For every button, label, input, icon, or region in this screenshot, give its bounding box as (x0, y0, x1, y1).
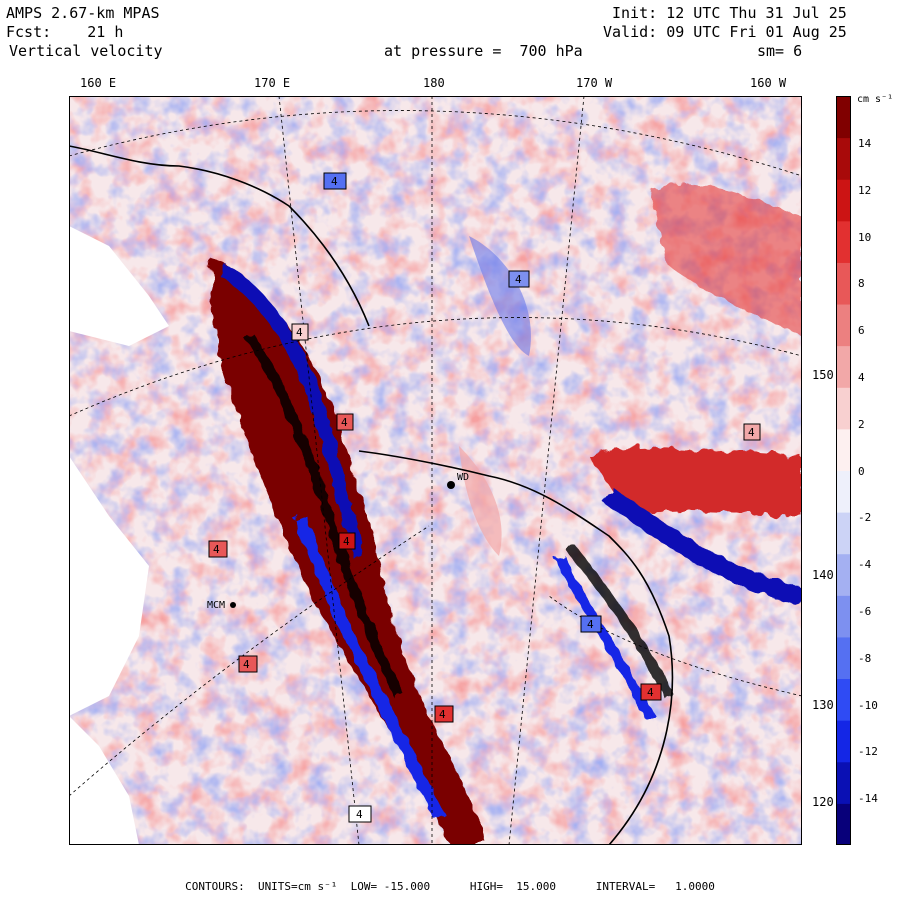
forecast-hour: Fcst: 21 h (6, 23, 124, 41)
colorbar-swatch (836, 304, 851, 347)
init-time: Init: 12 UTC Thu 31 Jul 25 (612, 4, 847, 22)
highlight-value: 4 (341, 416, 348, 429)
colorbar-tick-label: 4 (858, 371, 865, 384)
highlight-boxes: 4 4 4 4 4 4 4 4 4 4 4 4 (208, 172, 761, 823)
colorbar-tick-label: 0 (858, 464, 865, 478)
eastern-range-band (554, 183, 802, 719)
station-label: WD (457, 472, 469, 483)
station-label: MCM (207, 600, 225, 611)
colorbar-swatch (836, 262, 851, 305)
colorbar-swatch (836, 595, 851, 638)
coastline-north (69, 145, 370, 327)
off-domain-area-nw (69, 226, 169, 346)
highlight-value: 4 (439, 708, 446, 721)
mountain-dipole-band (209, 256, 489, 845)
contour-info: CONTOURS: UNITS=cm s⁻¹ LOW= -15.000 HIGH… (185, 880, 715, 893)
field-name: Vertical velocity (9, 42, 163, 60)
colorbar-tick-label: -10 (858, 698, 878, 712)
colorbar-tick-label: 14 (858, 137, 872, 150)
colorbar-frame (836, 96, 851, 845)
highlight-value: 4 (343, 535, 350, 548)
colorbar-tick-label: -2 (858, 511, 872, 525)
colorbar-swatch (836, 678, 851, 721)
model-title: AMPS 2.67-km MPAS (6, 4, 160, 22)
colorbar-swatch (836, 512, 851, 555)
colorbar-tick-label: -6 (858, 605, 872, 618)
colorbar-tick-label: 10 (858, 230, 872, 244)
map-frame (69, 96, 802, 845)
colorbar-swatch (836, 387, 851, 430)
colorbar-swatch (836, 345, 851, 388)
highlight-value: 4 (748, 426, 755, 439)
colorbar (836, 96, 851, 845)
highlight-value: 4 (296, 326, 303, 339)
highlight-value: 4 (243, 658, 250, 671)
smoothing-value: sm= 6 (757, 42, 803, 60)
colorbar-swatch (836, 761, 851, 804)
valid-time: Valid: 09 UTC Fri 01 Aug 25 (603, 23, 847, 41)
red-patch-central (459, 446, 502, 556)
off-domain-area-sw (69, 716, 139, 845)
colorbar-swatch (836, 428, 851, 471)
blue-patch-central (469, 236, 531, 356)
colorbar-tick-label: -8 (858, 651, 872, 665)
colorbar-swatch (836, 803, 851, 845)
colorbar-swatch (836, 220, 851, 263)
lon-label-180: 180 (423, 76, 445, 90)
lon-label-160w: 160 W (750, 76, 787, 90)
colorbar-swatch (836, 179, 851, 222)
colorbar-tick-label: 6 (858, 324, 865, 338)
colorbar-tick-label: 8 (858, 277, 865, 291)
highlight-value: 4 (213, 543, 220, 556)
colorbar-tick-label: -14 (858, 792, 878, 806)
colorbar-units: cm s⁻¹ (857, 94, 894, 105)
highlight-value: 4 (331, 175, 338, 188)
colorbar-tick-label: -12 (858, 745, 878, 759)
pressure-level: at pressure = 700 hPa (384, 42, 583, 60)
highlight-value: 4 (647, 686, 654, 699)
off-domain-area-w (69, 456, 149, 716)
highlight-value: 4 (515, 273, 522, 286)
lon-label-170e: 170 E (254, 76, 291, 90)
colorbar-tick-label: -4 (858, 558, 872, 572)
lon-label-160e: 160 E (80, 76, 117, 90)
highlight-value: 4 (587, 618, 594, 631)
colorbar-tick-label: 2 (858, 417, 865, 431)
colorbar-swatch (836, 636, 851, 680)
highlight-value: 4 (356, 808, 363, 821)
colorbar-swatch (836, 137, 851, 180)
colorbar-tick-label: 12 (858, 183, 872, 197)
colorbar-swatch (836, 470, 851, 513)
station-marker (230, 602, 236, 608)
station-marker (447, 481, 455, 489)
vertical-velocity-map: 4 4 4 4 4 4 4 4 4 4 4 4 WD M (69, 96, 802, 845)
lon-label-170w: 170 W (576, 76, 613, 90)
colorbar-swatch (836, 553, 851, 596)
colorbar-swatch (836, 720, 851, 763)
ice-shelf-front (358, 450, 674, 845)
colorbar-swatch (836, 96, 851, 139)
